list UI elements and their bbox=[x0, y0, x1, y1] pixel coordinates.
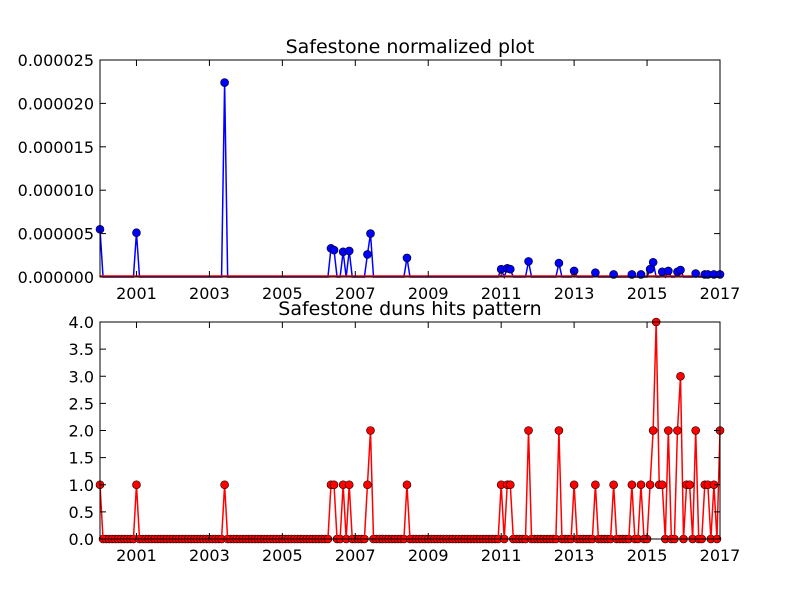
normalized-x-tick-label: 2011 bbox=[481, 284, 522, 303]
duns-x-tick-label: 2009 bbox=[408, 546, 449, 565]
duns-y-tick-label: 2.0 bbox=[69, 422, 94, 441]
normalized-data-point bbox=[676, 265, 685, 275]
normalized-data-point bbox=[363, 250, 372, 259]
normalized-y-tick-label: 0.000010 bbox=[18, 181, 94, 200]
duns-data-point bbox=[132, 480, 141, 490]
normalized-data-point bbox=[505, 264, 515, 274]
normalized-x-tick-label: 2007 bbox=[335, 284, 376, 303]
duns-x-tick-label: 2003 bbox=[189, 546, 230, 565]
duns-data-point bbox=[402, 480, 412, 490]
duns-data-point bbox=[363, 480, 372, 490]
duns-x-tick-label: 2007 bbox=[335, 546, 376, 565]
duns-y-tick-label: 0.5 bbox=[69, 503, 94, 522]
normalized-data-point bbox=[627, 270, 637, 279]
normalized-plot-chart: Safestone normalized plot 0.0000000.0000… bbox=[18, 36, 741, 303]
duns-data-point bbox=[344, 480, 354, 490]
normalized-plot-ticks: 0.000000 0.000005 0.000010 0.000015 0.000020… bbox=[18, 51, 741, 303]
normalized-data-point bbox=[402, 253, 412, 263]
duns-data-point bbox=[691, 426, 700, 435]
normalized-x-tick-label: 2005 bbox=[262, 284, 303, 303]
normalized-data-point bbox=[366, 229, 375, 238]
duns-series-line bbox=[99, 321, 721, 540]
duns-data-point bbox=[657, 480, 667, 490]
normalized-series-line bbox=[99, 82, 721, 280]
duns-y-tick-label: 2.5 bbox=[69, 394, 94, 413]
duns-data-point bbox=[524, 426, 533, 435]
duns-data-point bbox=[645, 480, 655, 490]
normalized-y-tick-label: 0.000005 bbox=[18, 225, 94, 244]
duns-y-tick-label: 3.5 bbox=[69, 340, 94, 359]
normalized-y-tick-label: 0.000025 bbox=[18, 51, 94, 70]
duns-data-point bbox=[366, 426, 375, 435]
normalized-plot-axes bbox=[99, 59, 721, 278]
normalized-data-point bbox=[329, 245, 339, 255]
duns-data-point bbox=[673, 426, 682, 435]
duns-data-point bbox=[329, 480, 339, 490]
duns-y-tick-label: 4.0 bbox=[69, 313, 94, 332]
normalized-x-tick-label: 2009 bbox=[408, 284, 449, 303]
normalized-data-point bbox=[220, 78, 229, 87]
duns-data-point bbox=[505, 480, 515, 490]
normalized-y-tick-label: 0.000020 bbox=[18, 94, 94, 113]
duns-data-point bbox=[676, 371, 685, 381]
normalized-x-tick-label: 2003 bbox=[189, 284, 230, 303]
duns-y-tick-label: 1.0 bbox=[69, 476, 94, 495]
duns-x-tick-label: 2013 bbox=[554, 546, 595, 565]
duns-data-point bbox=[648, 426, 658, 435]
normalized-plot-title: Safestone normalized plot bbox=[286, 36, 535, 58]
duns-x-tick-label: 2015 bbox=[627, 546, 668, 565]
normalized-data-point bbox=[524, 257, 533, 266]
duns-data-point bbox=[591, 480, 600, 490]
normalized-x-tick-label: 2001 bbox=[116, 284, 157, 303]
duns-data-point bbox=[609, 480, 618, 490]
normalized-y-tick-label: 0.000000 bbox=[18, 268, 94, 287]
normalized-data-point bbox=[344, 246, 354, 256]
normalized-x-tick-label: 2013 bbox=[554, 284, 595, 303]
normalized-data-point bbox=[648, 257, 658, 267]
duns-data-point bbox=[554, 426, 564, 435]
duns-x-tick-label: 2001 bbox=[116, 546, 157, 565]
duns-hits-title: Safestone duns hits pattern bbox=[278, 298, 541, 320]
duns-y-tick-label: 3.0 bbox=[69, 367, 94, 386]
normalized-data-point bbox=[636, 270, 646, 279]
normalized-data-point bbox=[554, 258, 564, 268]
duns-hits-ticks: 0.0 0.5 1.0 1.5 2.0 2.5 3.0 3.5 4.0 2001 2003 2005 2… bbox=[69, 313, 741, 565]
normalized-data-point bbox=[664, 266, 673, 276]
normalized-x-tick-label: 2017 bbox=[700, 284, 741, 303]
normalized-data-point bbox=[691, 269, 700, 278]
duns-y-tick-label: 1.5 bbox=[69, 449, 94, 468]
normalized-x-tick-label: 2015 bbox=[627, 284, 668, 303]
duns-data-point bbox=[627, 480, 637, 490]
normalized-y-tick-label: 0.000015 bbox=[18, 138, 94, 157]
normalized-data-point bbox=[591, 268, 600, 277]
duns-x-tick-label: 2017 bbox=[700, 546, 741, 565]
duns-hits-chart: Safestone duns hits pattern 0.0 0.5 1.0 1.5… bbox=[69, 298, 741, 565]
duns-data-point bbox=[220, 480, 229, 490]
duns-data-point bbox=[569, 480, 579, 490]
normalized-data-point bbox=[132, 228, 141, 238]
duns-hits-axes bbox=[99, 321, 721, 540]
duns-x-tick-label: 2005 bbox=[262, 546, 303, 565]
normalized-data-point bbox=[609, 270, 618, 279]
duns-data-point bbox=[636, 480, 646, 490]
duns-data-point bbox=[685, 480, 694, 490]
normalized-plot-marks bbox=[95, 78, 725, 280]
duns-hits-marks bbox=[95, 317, 725, 544]
duns-data-point bbox=[664, 426, 673, 435]
duns-x-tick-label: 2011 bbox=[481, 546, 522, 565]
duns-y-tick-label: 0.0 bbox=[69, 530, 94, 549]
